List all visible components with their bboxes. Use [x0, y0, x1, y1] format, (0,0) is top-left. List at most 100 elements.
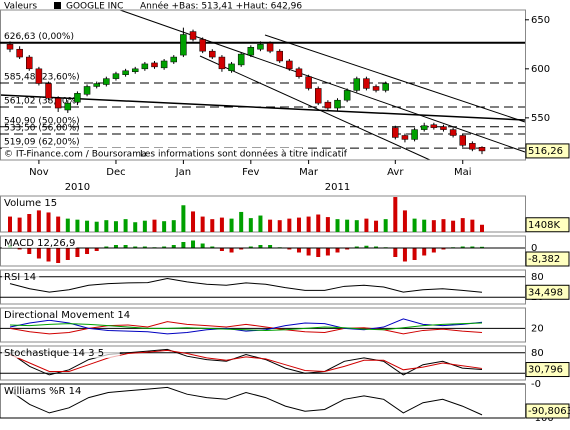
- bar: [171, 245, 176, 248]
- candle-body: [295, 68, 303, 77]
- bar: [335, 248, 340, 253]
- indicator-line: [9, 322, 483, 331]
- panel-title-bg: [2, 385, 89, 396]
- bar: [113, 245, 118, 248]
- candle-body: [372, 86, 380, 91]
- y-tick-label: -0: [531, 379, 541, 390]
- bar: [480, 224, 484, 232]
- bar: [268, 245, 273, 248]
- bar: [239, 248, 244, 250]
- bar: [393, 197, 398, 232]
- panel-title: Williams %R 14: [4, 386, 81, 397]
- credit-bg: [2, 148, 302, 159]
- level-label: 519,09 (62,00%): [4, 138, 80, 148]
- x-year-label: 2011: [325, 182, 350, 193]
- bar: [470, 246, 475, 248]
- bar: [402, 248, 407, 262]
- candle-body: [459, 135, 466, 146]
- bar: [258, 215, 263, 232]
- x-tick-label: Fev: [242, 167, 259, 178]
- bar: [191, 211, 196, 232]
- candle-body: [83, 86, 91, 95]
- bar: [46, 248, 51, 262]
- panel-title: Directional Movement 14: [4, 310, 130, 321]
- candle-body: [170, 56, 178, 63]
- panel-title: RSI 14: [4, 272, 36, 283]
- bar: [219, 248, 224, 251]
- candle-body: [54, 97, 62, 109]
- bar: [354, 220, 359, 232]
- bar: [65, 248, 70, 260]
- last-value-label: -90,8063: [528, 406, 570, 417]
- y-tick-label: 550: [531, 113, 550, 124]
- bar: [316, 248, 321, 257]
- bar: [94, 221, 99, 232]
- bar: [85, 220, 90, 232]
- panel-title-bg: [2, 237, 77, 248]
- bar: [258, 245, 263, 248]
- bar: [181, 242, 186, 248]
- bar: [422, 248, 427, 256]
- candle-body: [64, 102, 72, 111]
- bar: [113, 221, 118, 232]
- bar: [364, 245, 369, 248]
- bar: [56, 216, 61, 232]
- level-label: 626,63 (0,00%): [4, 32, 74, 42]
- last-value-box: [525, 217, 570, 233]
- panel-title: Stochastique 14 3 5: [4, 348, 104, 359]
- bar: [152, 219, 157, 232]
- last-value-box: [525, 143, 570, 159]
- last-value-label: 30,796: [528, 365, 563, 376]
- bar: [104, 220, 109, 232]
- candle-body: [160, 60, 168, 69]
- indicator-line: [9, 348, 483, 376]
- last-value-box: [525, 362, 570, 378]
- bar: [480, 246, 484, 248]
- candle-body: [209, 50, 216, 58]
- x-year-label: 2010: [65, 182, 90, 193]
- panel-frame: [0, 195, 526, 233]
- bar: [8, 216, 12, 232]
- panel-title: Volume 15: [4, 198, 57, 209]
- candle-body: [199, 39, 206, 52]
- bar: [460, 246, 465, 248]
- panel-frame: [0, 235, 526, 267]
- candle-body: [247, 47, 255, 56]
- candle-body: [305, 76, 312, 89]
- candle-body: [93, 83, 100, 87]
- candle-body: [180, 34, 187, 56]
- bar: [431, 248, 436, 253]
- panel-title-bg: [2, 347, 120, 358]
- last-value-label: -8,382: [528, 254, 560, 265]
- bar: [316, 214, 321, 232]
- candle-body: [257, 44, 264, 50]
- candle-body: [131, 68, 139, 73]
- candle-body: [430, 124, 438, 128]
- candle-body: [469, 143, 476, 150]
- credit: © IT-Finance.com / Boursorama: [4, 150, 146, 160]
- bar: [374, 246, 379, 248]
- candle-body: [334, 99, 341, 109]
- bar: [306, 216, 311, 232]
- candle-body: [478, 147, 486, 152]
- bar: [191, 240, 196, 248]
- bar: [162, 221, 167, 232]
- bar: [200, 216, 205, 232]
- bar: [142, 246, 147, 248]
- bar: [325, 217, 330, 232]
- bar: [287, 248, 292, 250]
- header-symbol: GOOGLE INC: [66, 2, 123, 12]
- panel-frame: [0, 307, 526, 343]
- bar: [75, 219, 80, 232]
- bar: [162, 246, 167, 248]
- bar: [123, 219, 128, 232]
- x-tick-label: Mai: [454, 167, 472, 178]
- bar: [441, 248, 446, 250]
- x-tick-label: Avr: [387, 167, 404, 178]
- bar: [85, 248, 90, 254]
- bar: [277, 220, 282, 232]
- candle-body: [45, 83, 52, 99]
- bar: [354, 246, 359, 248]
- candle-body: [189, 31, 197, 40]
